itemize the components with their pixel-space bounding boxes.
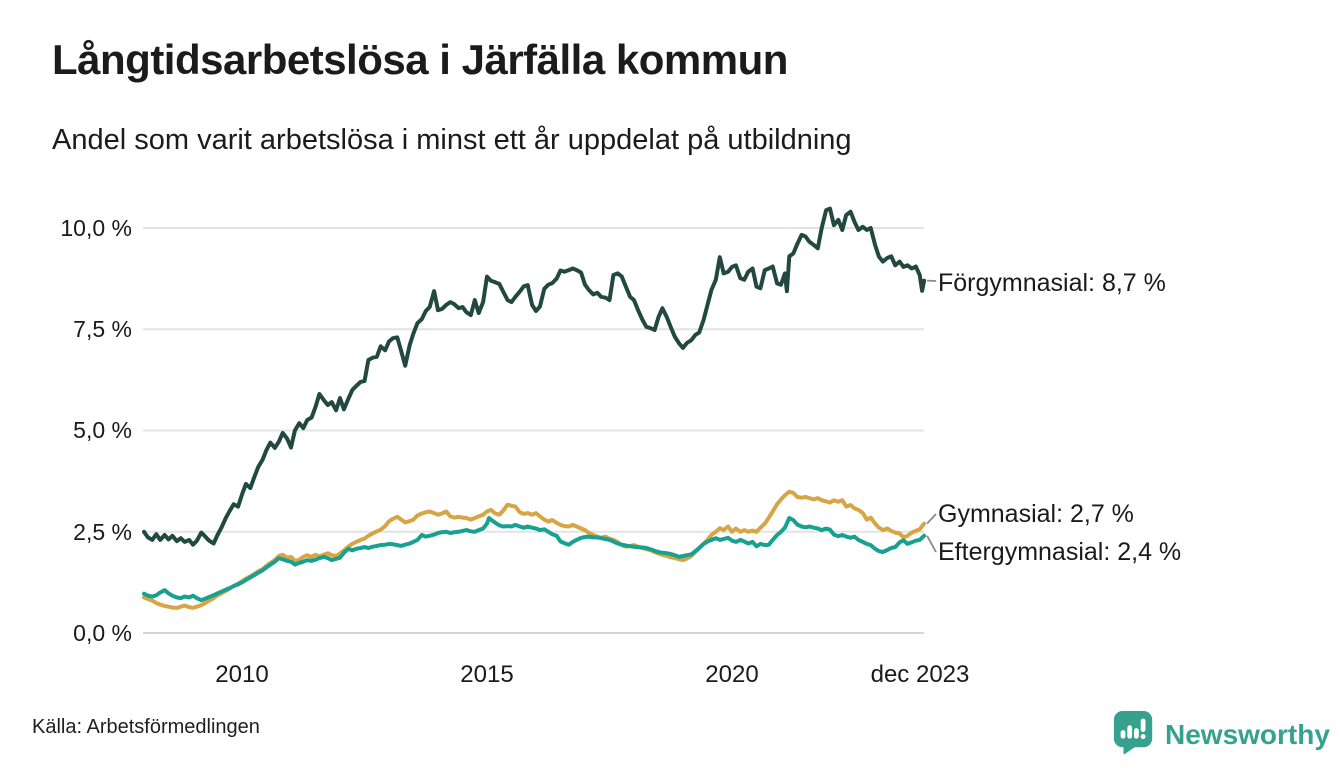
series-end-label-eftergymnasial: Eftergymnasial: 2,4 % [938, 538, 1182, 566]
end-label-connector-gymnasial [926, 513, 937, 525]
y-axis-tick-label: 5,0 % [73, 417, 132, 443]
y-axis-tick-label: 10,0 % [60, 215, 132, 241]
series-line-förgymnasial [142, 206, 927, 547]
page-title: Långtidsarbetslösa i Järfälla kommun [52, 36, 788, 83]
x-axis-tick-label: 2010 [215, 661, 269, 688]
x-axis-tick-label: 2020 [705, 661, 759, 688]
series-end-label-gymnasial: Gymnasial: 2,7 % [938, 500, 1134, 528]
x-axis-tick-label: dec 2023 [870, 661, 970, 688]
series-line-gymnasial [142, 489, 927, 610]
series-line-eftergymnasial [142, 516, 927, 603]
page-subtitle: Andel som varit arbetslösa i minst ett å… [52, 124, 852, 156]
newsworthy-logo-icon [1112, 708, 1156, 761]
brand-logo: Newsworthy [1112, 708, 1330, 761]
end-label-connector-eftergymnasial [926, 535, 937, 553]
brand-name: Newsworthy [1165, 718, 1330, 750]
source-note: Källa: Arbetsförmedlingen [32, 716, 260, 738]
series-end-label-forgymnasial: Förgymnasial: 8,7 % [938, 269, 1166, 297]
y-axis-tick-label: 0,0 % [73, 620, 132, 646]
x-axis-tick-label: 2015 [460, 661, 514, 688]
y-axis-tick-label: 2,5 % [73, 519, 132, 545]
y-axis-tick-label: 7,5 % [73, 316, 132, 342]
